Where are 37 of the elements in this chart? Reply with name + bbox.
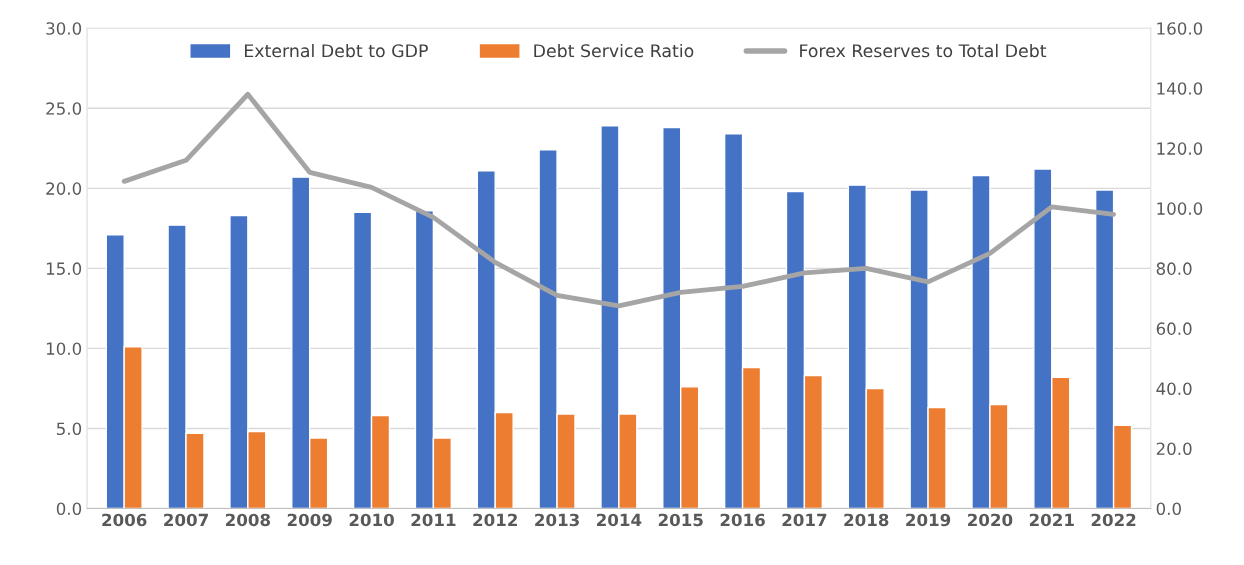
x-tick-label: 2020 <box>968 513 1013 527</box>
x-tick-label: 2011 <box>411 513 456 527</box>
y2-tick-label: 0.0 <box>1156 502 1181 516</box>
y2-tick-label: 60.0 <box>1156 322 1192 335</box>
y2-tick-label: 140.0 <box>1157 82 1203 95</box>
y-tick-label: 25.0 <box>46 102 82 115</box>
legend-label: Forex Reserves to Total Debt <box>800 43 1047 58</box>
x-tick-label: 2014 <box>597 513 642 527</box>
y2-tick-label: 20.0 <box>1156 442 1192 456</box>
legend-label: External Debt to GDP <box>244 43 428 58</box>
x-tick-label: 2015 <box>658 513 703 527</box>
x-tick-label: 2021 <box>1029 513 1074 527</box>
y-tick-label: 20.0 <box>46 182 82 195</box>
x-tick-label: 2007 <box>164 513 208 527</box>
y-tick-label: 5.0 <box>57 422 82 436</box>
x-tick-label: 2022 <box>1091 513 1136 527</box>
x-tick-label: 2010 <box>349 513 394 527</box>
line-series <box>121 91 1117 309</box>
y-tick-label: 30.0 <box>46 22 82 35</box>
x-tick-label: 2016 <box>720 513 765 527</box>
x-tick-label: 2006 <box>102 513 147 527</box>
x-tick-label: 2008 <box>225 513 271 527</box>
y2-tick-label: 100.0 <box>1157 202 1203 215</box>
y2-tick-label: 40.0 <box>1156 382 1192 396</box>
x-tick-label: 2013 <box>535 513 579 527</box>
y-tick-label: 0.0 <box>56 502 82 516</box>
y2-tick-label: 80.0 <box>1156 262 1192 275</box>
y2-tick-label: 120.0 <box>1157 142 1203 155</box>
x-tick-label: 2018 <box>844 513 889 527</box>
x-tick-label: 2012 <box>473 513 517 527</box>
x-tick-label: 2009 <box>287 513 332 527</box>
x-tick-label: 2019 <box>906 513 951 527</box>
x-tick-label: 2017 <box>782 513 827 527</box>
y-tick-label: 15.0 <box>46 262 82 275</box>
y-tick-label: 10.0 <box>46 342 82 355</box>
legend-label: Debt Service Ratio <box>534 43 694 58</box>
y2-tick-label: 160.0 <box>1157 22 1203 35</box>
